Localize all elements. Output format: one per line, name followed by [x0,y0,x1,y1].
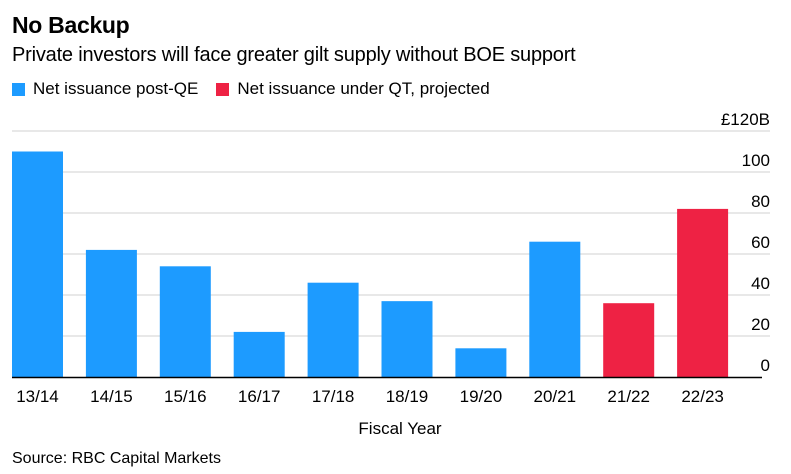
y-tick-label: £120B [721,110,770,129]
x-tick-label: 14/15 [90,387,133,406]
x-tick-labels: 13/14 14/15 15/16 16/17 17/18 18/19 19/20 20/21… [16,387,724,406]
bar-19-20 [455,348,507,377]
bar-13-14 [12,151,63,377]
bar-17-18 [307,282,359,377]
y-tick-label: 20 [751,315,770,334]
bar-14-15 [85,249,137,377]
x-tick-label: 17/18 [312,387,355,406]
legend: Net issuance post-QE Net issuance under … [12,79,508,99]
y-tick-label: 60 [751,233,770,252]
x-tick-label: 16/17 [238,387,281,406]
legend-swatch-qt-projected [216,82,230,96]
legend-item-qt-projected: Net issuance under QT, projected [216,79,490,99]
x-tick-label: 18/19 [386,387,429,406]
y-tick-label: 100 [742,151,770,170]
bar-22-23 [677,208,729,377]
x-tick-label: 19/20 [460,387,503,406]
y-tick-label: 0 [761,356,770,375]
chart-subtitle: Private investors will face greater gilt… [12,44,576,66]
y-tick-label: 40 [751,274,770,293]
x-tick-label: 22/23 [681,387,724,406]
bars [12,151,729,377]
chart-title: No Backup [12,12,130,38]
legend-item-post-qe: Net issuance post-QE [12,79,198,99]
y-tick-label: 80 [751,192,770,211]
source-note: Source: RBC Capital Markets [12,450,221,467]
legend-label-qt-projected: Net issuance under QT, projected [237,79,490,98]
x-tick-label: 21/22 [607,387,650,406]
bar-20-21 [529,241,581,377]
bar-21-22 [603,303,655,377]
bar-15-16 [159,266,211,377]
bar-16-17 [233,331,285,377]
x-axis-label: Fiscal Year [358,419,441,438]
x-tick-label: 13/14 [16,387,59,406]
bar-18-19 [381,301,433,377]
y-tick-labels: 0 20 40 60 80 100 £120B [721,110,770,375]
legend-swatch-post-qe [12,82,25,96]
x-tick-label: 20/21 [534,387,577,406]
legend-label-post-qe: Net issuance post-QE [33,79,199,98]
x-tick-label: 15/16 [164,387,207,406]
